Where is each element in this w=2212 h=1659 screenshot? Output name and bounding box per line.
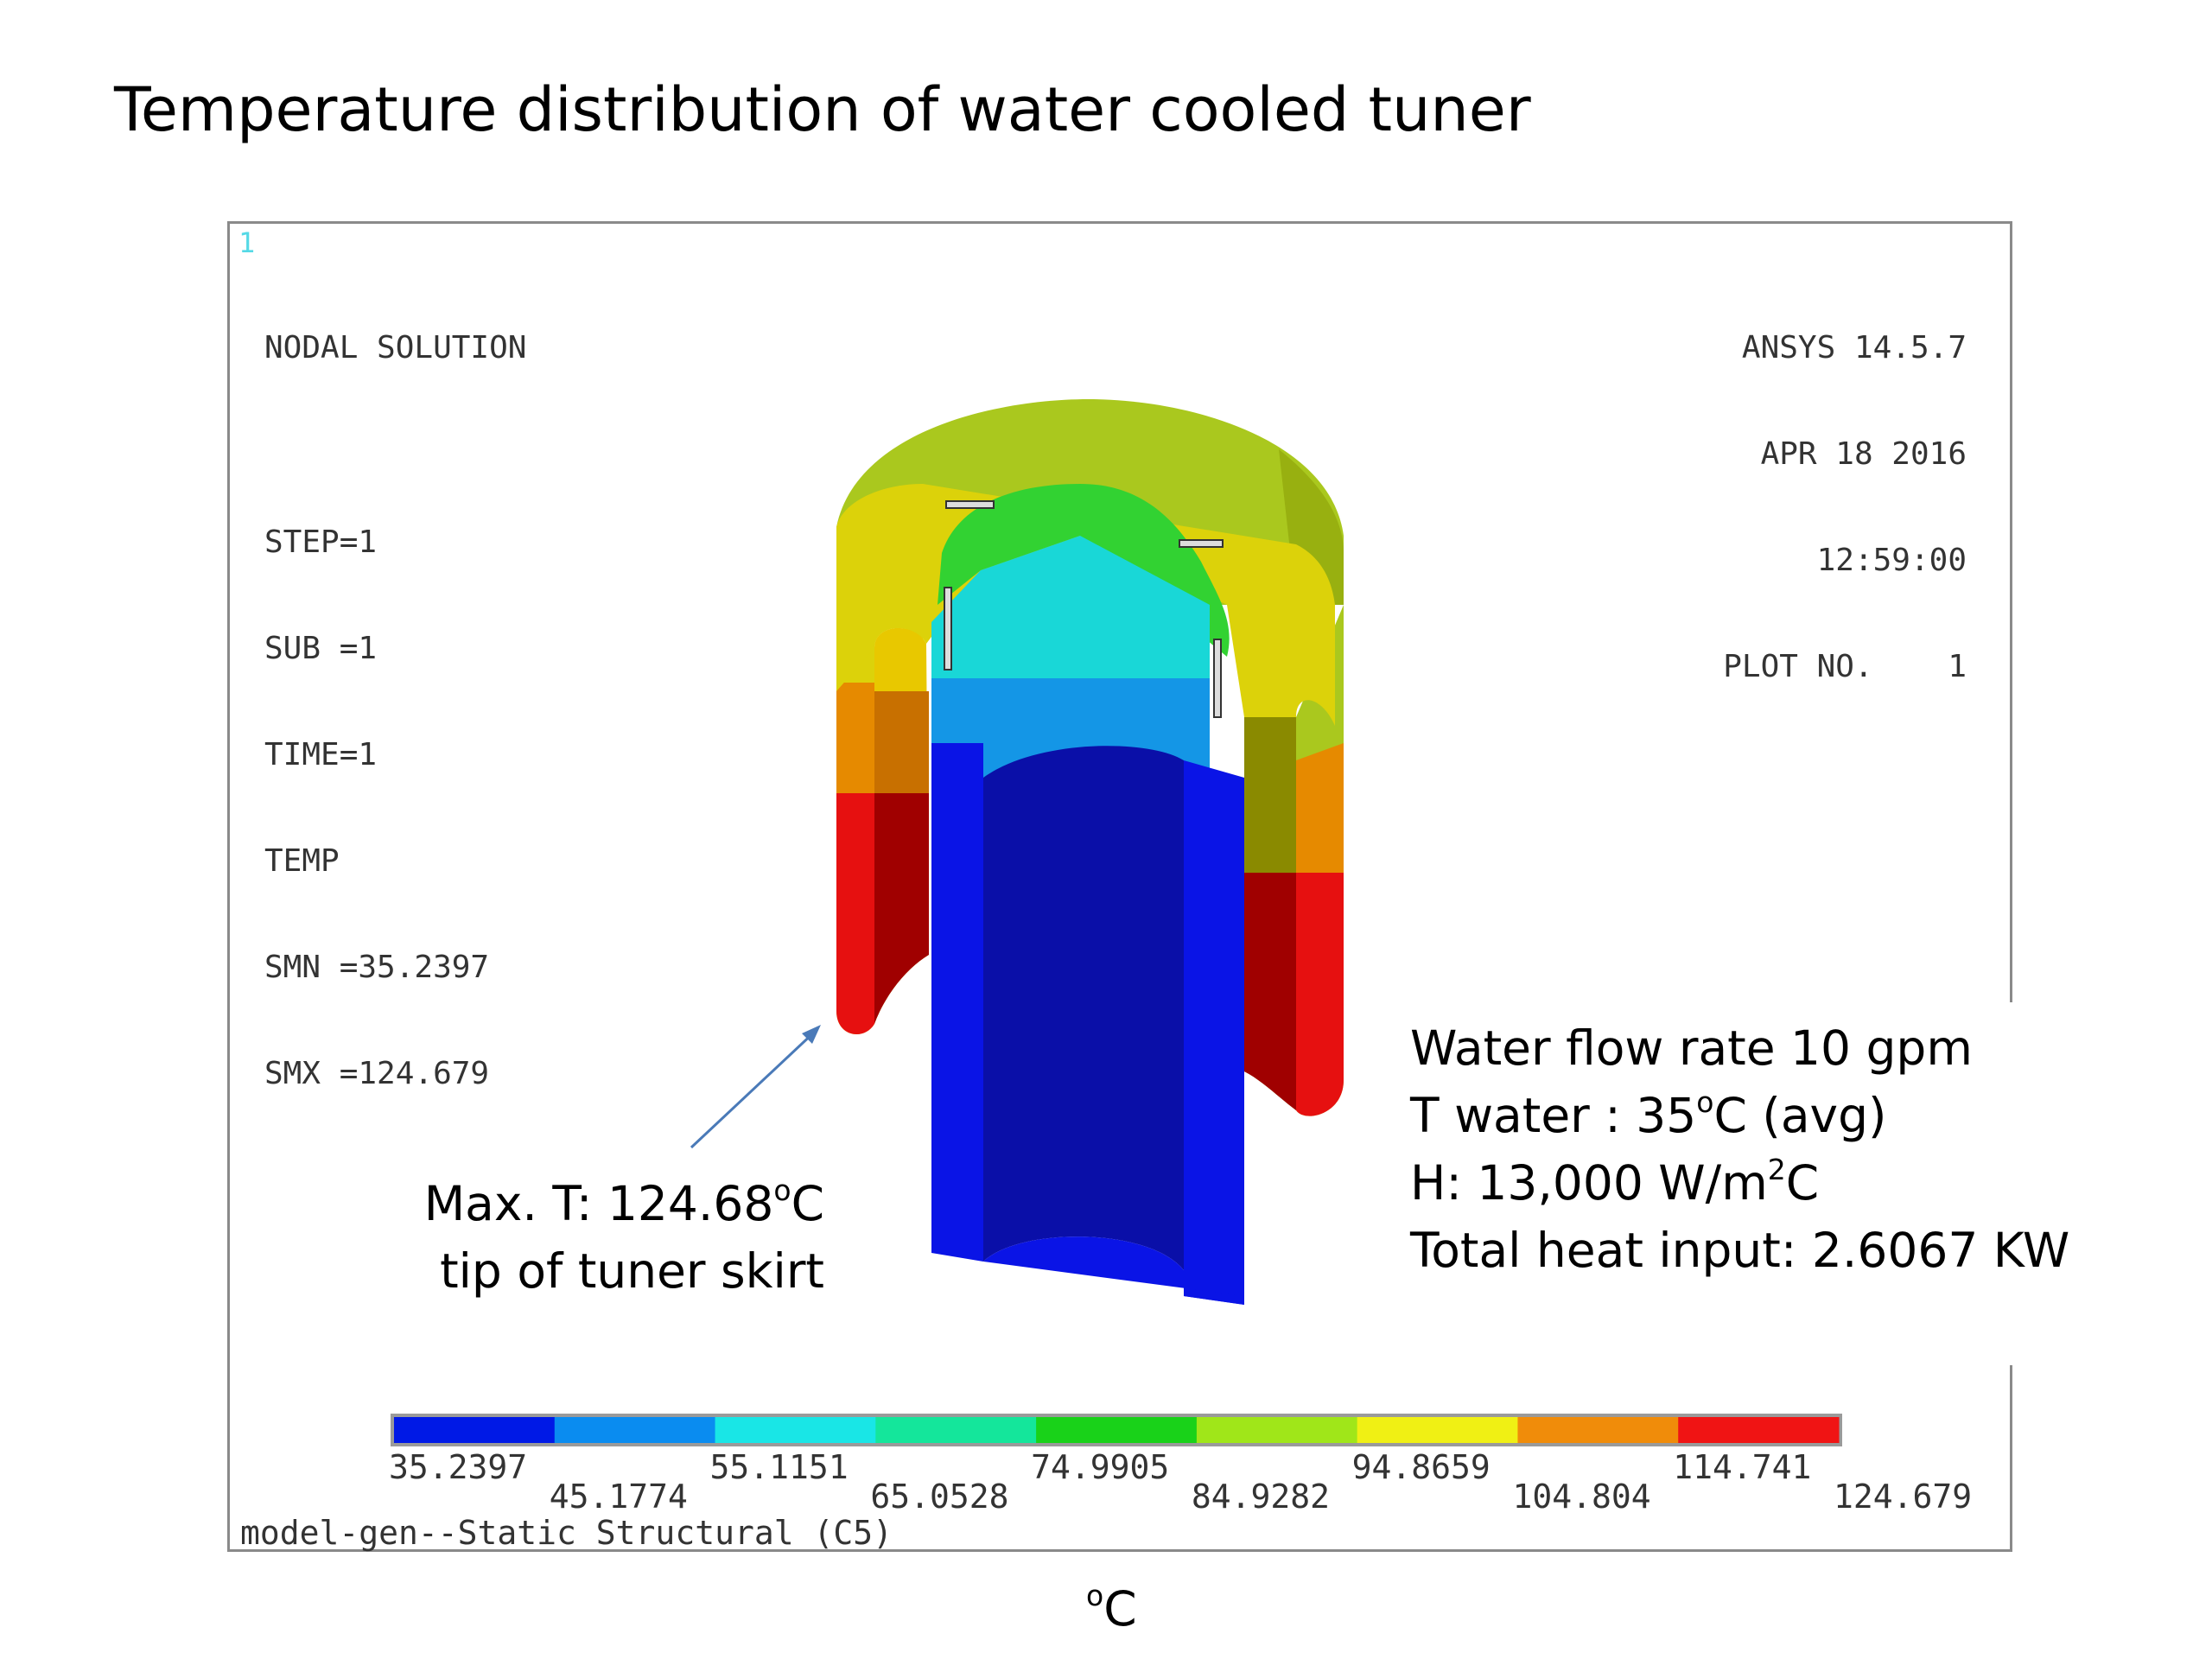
scale-swatch [394,1417,556,1443]
skirt-left-orange [836,683,874,795]
version-line: APR 18 2016 [1760,436,1967,472]
info-line: TEMP [264,843,340,879]
skirt-left-inner-red [874,793,929,1024]
h-value: H: 13,000 W/m [1410,1155,1768,1211]
scale-tick-label: 104.804 [1512,1478,1651,1516]
total-heat-input: Total heat input: 2.6067 KW [1410,1223,2070,1278]
info-line: TIME=1 [264,737,378,772]
max-temp-arrow [690,1028,818,1149]
unit: C [1103,1581,1137,1637]
frame-gap [2005,1002,2018,1365]
skirt-right-inner-red [1244,873,1296,1110]
superscript: 2 [1767,1152,1786,1186]
skirt-left-inner-orange [874,691,929,795]
water-flow-rate: Water flow rate 10 gpm [1410,1020,1973,1076]
unit: C [791,1176,824,1231]
water-temperature: T water : 35oC (avg) [1410,1082,2069,1149]
degree-symbol: o [1696,1084,1714,1119]
water-temp-suffix: C (avg) [1713,1088,1887,1143]
version-line: ANSYS 14.5.7 [1741,330,1967,365]
slide-title: Temperature distribution of water cooled… [114,74,1531,145]
version-line: 12:59:00 [1816,543,1967,578]
scale-tick-label: 114.741 [1673,1448,1812,1486]
slot [945,500,995,509]
version-info: ANSYS 14.5.7 APR 18 2016 12:59:00 PLOT N… [1723,259,1967,720]
color-scale [391,1414,1842,1446]
cap-green-zone [938,484,1230,657]
scale-swatch [1196,1417,1358,1443]
arrow-head [802,1025,821,1044]
h-unit: C [1785,1155,1820,1211]
max-temp-annotation: Max. T: 124.68oC tip of tuner skirt [424,1170,824,1305]
info-line: SMX =124.679 [264,1056,490,1091]
slot [944,587,952,671]
scale-unit: oC [1086,1581,1137,1637]
scale-swatch [715,1417,876,1443]
plot-index: 1 [238,226,256,259]
degree-symbol: o [1086,1578,1104,1612]
inner-conductor-left-face [931,743,983,1262]
scale-tick-label: 94.8659 [1351,1448,1491,1486]
inner-conductor-right-face [1184,760,1244,1305]
inner-conductor-center [983,746,1184,1270]
scale-swatch [1357,1417,1518,1443]
max-temp-value: Max. T: 124.68 [423,1176,774,1231]
scale-swatch [1678,1417,1840,1443]
scale-tick-label: 65.0528 [870,1478,1009,1516]
cooling-parameters: Water flow rate 10 gpm T water : 35oC (a… [1410,1014,2069,1284]
inner-conductor-top [931,536,1210,683]
version-line: PLOT NO. 1 [1723,649,1967,684]
scale-swatch [1517,1417,1679,1443]
plot-footer: model-gen--Static Structural (C5) [240,1514,893,1552]
scale-tick-label: 84.9282 [1191,1478,1331,1516]
max-temp-location: tip of tuner skirt [440,1243,824,1299]
degree-symbol: o [773,1173,791,1207]
info-line: SMN =35.2397 [264,950,490,985]
scale-tick-label: 55.1151 [709,1448,849,1486]
info-line: SUB =1 [264,631,378,666]
inner-conductor-bottom-arc [983,1236,1244,1305]
scale-swatch [1036,1417,1198,1443]
heat-transfer-coefficient: H: 13,000 W/m2C [1410,1149,2069,1217]
scale-tick-label: 74.9905 [1031,1448,1170,1486]
info-line: STEP=1 [264,524,378,560]
info-line: NODAL SOLUTION [264,330,527,365]
skirt-left-red [836,793,874,1034]
scale-tick-label: 124.679 [1834,1478,1973,1516]
scale-swatch [554,1417,716,1443]
skirt-right-outer-orange [1296,743,1344,873]
max-temp-line: Max. T: 124.68oC [424,1170,824,1237]
slot [1213,639,1222,718]
scale-tick-label: 45.1774 [549,1478,688,1516]
skirt-right-outer-red [1296,873,1344,1116]
scale-swatch [875,1417,1037,1443]
solution-info: NODAL SOLUTION STEP=1 SUB =1 TIME=1 TEMP… [264,259,526,1127]
scale-tick-label: 35.2397 [389,1448,528,1486]
water-temp-value: T water : 35 [1410,1088,1697,1143]
slot [1179,539,1224,548]
